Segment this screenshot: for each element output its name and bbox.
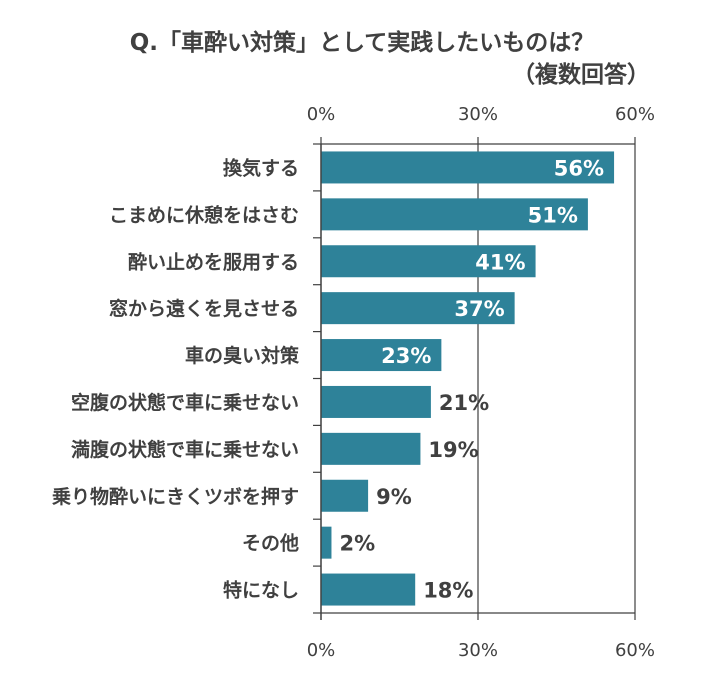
data-label: 51%: [528, 203, 578, 227]
bar: [321, 385, 431, 418]
category-label: その他: [242, 532, 299, 555]
bar: [321, 526, 332, 559]
data-label: 41%: [475, 250, 525, 274]
bar: [321, 245, 536, 278]
data-label: 2%: [339, 532, 375, 556]
bar: [321, 151, 615, 184]
data-label: 37%: [454, 297, 504, 321]
x-tick-label-top: 60%: [615, 104, 655, 125]
data-label: 9%: [376, 485, 412, 509]
category-label: 空腹の状態で車に乗せない: [71, 391, 299, 414]
category-label: 乗り物酔いにきくツボを押す: [52, 485, 299, 508]
category-label: 特になし: [223, 580, 299, 602]
bar: [321, 573, 416, 606]
data-label: 21%: [439, 391, 489, 415]
category-label: 車の臭い対策: [185, 344, 300, 367]
data-label: 23%: [381, 344, 431, 368]
category-label: 換気する: [223, 156, 299, 179]
x-tick-label-top: 0%: [307, 104, 336, 125]
chart-subtitle: （複数回答）: [512, 61, 650, 88]
x-tick-label-top: 30%: [458, 104, 498, 125]
bar: [321, 479, 369, 512]
x-tick-label-bottom: 60%: [615, 640, 655, 661]
x-tick-label-bottom: 0%: [307, 640, 336, 661]
category-label: 酔い止めを服用する: [128, 251, 299, 273]
bar: [321, 292, 515, 325]
data-label: 18%: [423, 579, 473, 603]
bar: [321, 339, 442, 372]
category-label: 窓から遠くを見させる: [109, 297, 299, 320]
bar: [321, 198, 588, 231]
x-tick-label-bottom: 30%: [458, 640, 498, 661]
data-label: 56%: [554, 156, 604, 180]
chart-title: Q.「車酔い対策」として実践したいものは？: [130, 29, 595, 56]
data-label: 19%: [428, 438, 478, 462]
category-label: 満腹の状態で車に乗せない: [71, 438, 299, 461]
bar: [321, 432, 421, 465]
category-label: こまめに休憩をはさむ: [109, 203, 299, 226]
